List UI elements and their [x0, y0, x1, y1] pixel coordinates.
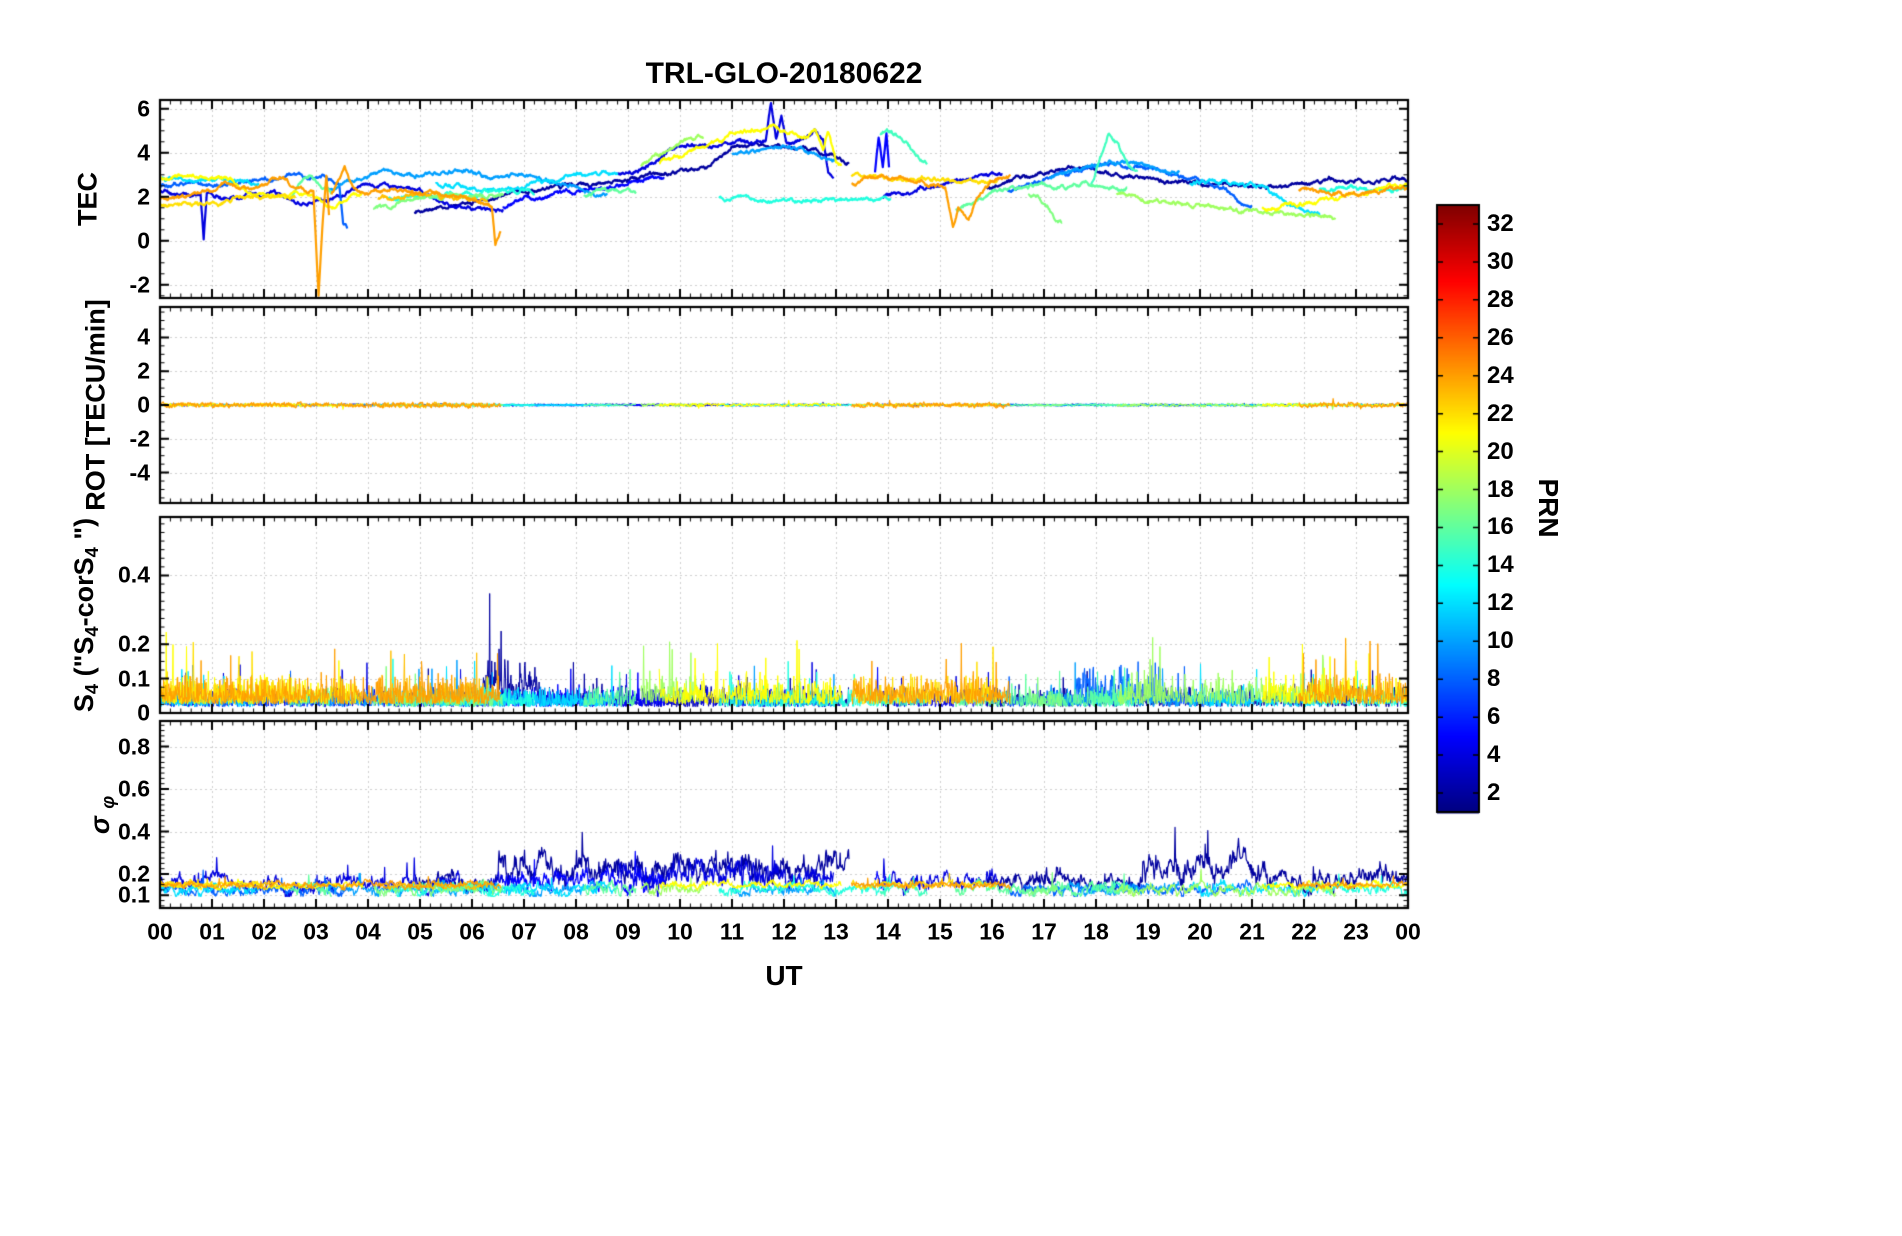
x-tick-label: 08	[563, 918, 589, 945]
y-tick-label: 4	[137, 139, 150, 166]
x-tick-label: 17	[1031, 918, 1057, 945]
y-tick-label: 0.8	[118, 733, 150, 759]
y-tick-label: 2	[137, 357, 150, 384]
y-tick-label: 0.2	[118, 630, 150, 657]
x-tick-label: 05	[407, 918, 433, 945]
x-tick-label: 02	[251, 918, 277, 945]
colorbar-tick-label: 30	[1487, 247, 1514, 275]
colorbar-tick-label: 28	[1487, 285, 1514, 313]
y-tick-label: 0.6	[118, 775, 150, 802]
x-tick-label: 23	[1343, 918, 1369, 945]
y-axis-label-sigma: σ φ	[85, 795, 118, 834]
colorbar-tick-label: 18	[1487, 475, 1514, 503]
x-tick-label: 21	[1239, 918, 1265, 945]
y-tick-label: 0	[137, 391, 150, 418]
x-tick-label: 22	[1291, 918, 1317, 945]
chart-title: TRL-GLO-20180622	[645, 57, 923, 90]
y-tick-label: 0.2	[118, 860, 150, 887]
colorbar-tick-label: 2	[1487, 779, 1501, 807]
x-axis-label: UT	[765, 960, 803, 991]
x-tick-label: 07	[511, 918, 537, 945]
colorbar-tick-label: 8	[1487, 665, 1501, 693]
x-tick-label: 19	[1135, 918, 1161, 945]
y-tick-label: -4	[129, 459, 150, 486]
y-tick-label: 0.1	[118, 665, 150, 692]
x-tick-label: 00	[1395, 918, 1421, 945]
y-tick-label: 0.4	[118, 818, 150, 844]
y-tick-label: 0.1	[118, 881, 150, 908]
x-tick-label: 20	[1187, 918, 1213, 945]
x-tick-label: 13	[823, 918, 849, 945]
colorbar-label: PRN	[1533, 478, 1564, 538]
x-tick-label: 09	[615, 918, 641, 945]
colorbar-tick-label: 32	[1487, 209, 1514, 237]
y-tick-label: 0	[137, 699, 150, 726]
colorbar-tick-label: 6	[1487, 703, 1501, 731]
x-tick-label: 00	[147, 918, 173, 945]
colorbar-tick-label: 4	[1487, 741, 1501, 769]
x-tick-label: 12	[771, 918, 797, 945]
x-tick-label: 18	[1083, 918, 1109, 945]
x-tick-label: 03	[303, 918, 329, 945]
colorbar-tick-label: 12	[1487, 589, 1514, 617]
y-tick-label: 4	[137, 323, 150, 350]
x-tick-label: 10	[667, 918, 693, 945]
x-tick-label: 11	[719, 918, 745, 945]
colorbar-tick-label: 14	[1487, 551, 1514, 579]
y-tick-label: 0	[137, 227, 150, 254]
x-tick-label: 01	[199, 918, 225, 945]
colorbar-tick-label: 16	[1487, 513, 1514, 541]
y-axis-label-rot: ROT [TECU/min]	[80, 299, 111, 511]
y-tick-label: -2	[129, 271, 150, 298]
colorbar-tick-label: 24	[1487, 361, 1514, 389]
y-axis-label-s4: S4 ("S4-corS4 ")	[69, 517, 102, 713]
colorbar-tick-label: 26	[1487, 323, 1514, 351]
y-tick-label: 6	[137, 95, 150, 122]
x-tick-label: 06	[459, 918, 485, 945]
x-tick-label: 04	[355, 918, 381, 945]
y-tick-label: -2	[129, 425, 150, 452]
y-tick-label: 2	[137, 183, 150, 210]
y-axis-label-tec: TEC	[72, 172, 103, 226]
x-tick-label: 15	[927, 918, 953, 945]
colorbar-tick-label: 22	[1487, 399, 1514, 427]
x-tick-label: 14	[875, 918, 901, 945]
y-tick-label: 0.4	[118, 561, 150, 588]
colorbar-tick-label: 20	[1487, 437, 1514, 465]
colorbar-tick-label: 10	[1487, 627, 1514, 655]
x-tick-label: 16	[979, 918, 1005, 945]
